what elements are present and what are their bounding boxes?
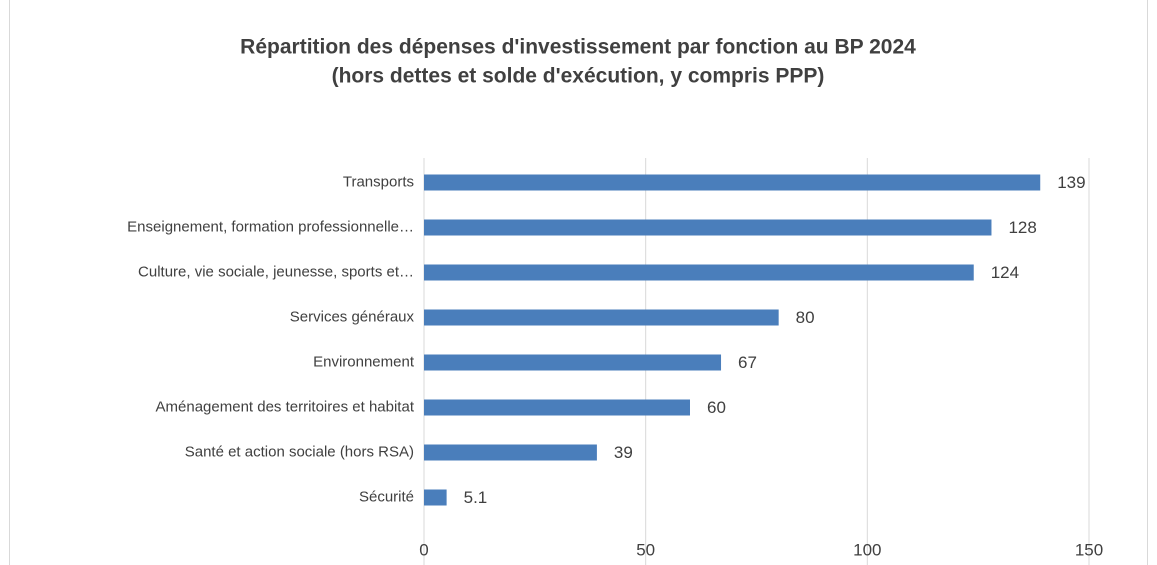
data-label: 124 (991, 263, 1019, 282)
data-label: 128 (1008, 218, 1036, 237)
chart-title: (hors dettes et solde d'exécution, y com… (332, 65, 825, 88)
bar (424, 174, 1041, 191)
y-tick-label: Aménagement des territoires et habitat (156, 398, 415, 415)
x-tick-label: 0 (419, 540, 428, 559)
bar (424, 354, 722, 371)
bar (424, 309, 779, 326)
y-tick-label: Enseignement, formation professionnelle… (127, 218, 414, 235)
x-tick-label: 50 (636, 540, 655, 559)
y-tick-label: Sécurité (359, 488, 414, 505)
data-label: 80 (796, 308, 815, 327)
data-label: 5.1 (464, 488, 488, 507)
x-tick-label: 100 (853, 540, 881, 559)
bar (424, 264, 974, 281)
chart-border (9, 0, 1148, 565)
y-tick-label: Culture, vie sociale, jeunesse, sports e… (138, 263, 414, 280)
bar (424, 444, 597, 461)
y-tick-label: Transports (343, 173, 414, 190)
y-tick-label: Environnement (313, 353, 415, 370)
data-label: 139 (1057, 173, 1085, 192)
y-tick-label: Services généraux (290, 308, 415, 325)
bar (424, 489, 447, 506)
y-tick-label: Santé et action sociale (hors RSA) (185, 443, 414, 460)
data-label: 60 (707, 398, 726, 417)
data-label: 39 (614, 443, 633, 462)
chart-title: Répartition des dépenses d'investissemen… (240, 36, 916, 59)
data-label: 67 (738, 353, 757, 372)
x-tick-label: 150 (1075, 540, 1103, 559)
bar (424, 219, 992, 236)
bar (424, 399, 690, 416)
